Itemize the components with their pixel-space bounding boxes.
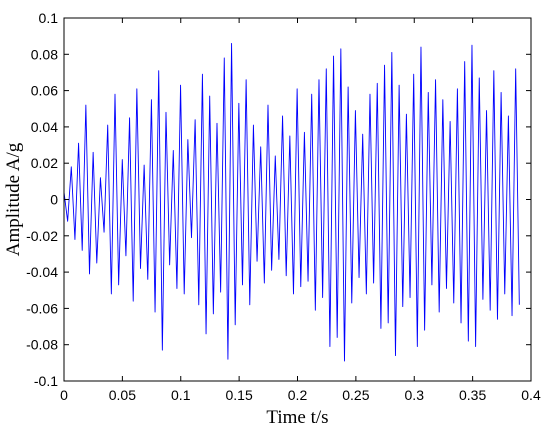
- y-tick-label: -0.06: [26, 300, 58, 316]
- x-tick-label: 0.4: [521, 387, 541, 403]
- y-tick-label: 0.06: [31, 83, 58, 99]
- y-axis: -0.1 -0.08 -0.06 -0.04 -0.02 0 0.02 0.04 0.06 0.0…: [26, 10, 531, 389]
- y-tick-label: -0.02: [26, 228, 58, 244]
- y-tick-label: 0.02: [31, 155, 58, 171]
- y-tick-label: 0.1: [39, 10, 59, 26]
- y-axis-title: Amplitude A/g: [3, 142, 24, 256]
- x-tick-label: 0: [60, 387, 68, 403]
- y-tick-label: -0.04: [26, 264, 58, 280]
- y-tick-label: 0.08: [31, 46, 58, 62]
- x-tick-label: 0.1: [171, 387, 191, 403]
- x-tick-label: 0.2: [288, 387, 308, 403]
- y-tick-label: -0.1: [34, 373, 58, 389]
- y-tick-label: 0.04: [31, 119, 58, 135]
- x-axis-title: Time t/s: [266, 407, 328, 428]
- x-tick-label: 0.25: [342, 387, 369, 403]
- x-tick-label: 0.3: [405, 387, 425, 403]
- x-tick-label: 0.05: [109, 387, 136, 403]
- y-tick-label: -0.08: [26, 337, 58, 353]
- x-tick-label: 0.15: [226, 387, 253, 403]
- series-group: [63, 42, 520, 362]
- y-tick-label: 0: [50, 192, 58, 208]
- x-axis: 0 0.05 0.1 0.15 0.2 0.25 0.3 0.35 0.4: [60, 18, 541, 403]
- plot-area: [63, 42, 520, 362]
- x-tick-label: 0.35: [459, 387, 486, 403]
- series-line: [63, 42, 520, 362]
